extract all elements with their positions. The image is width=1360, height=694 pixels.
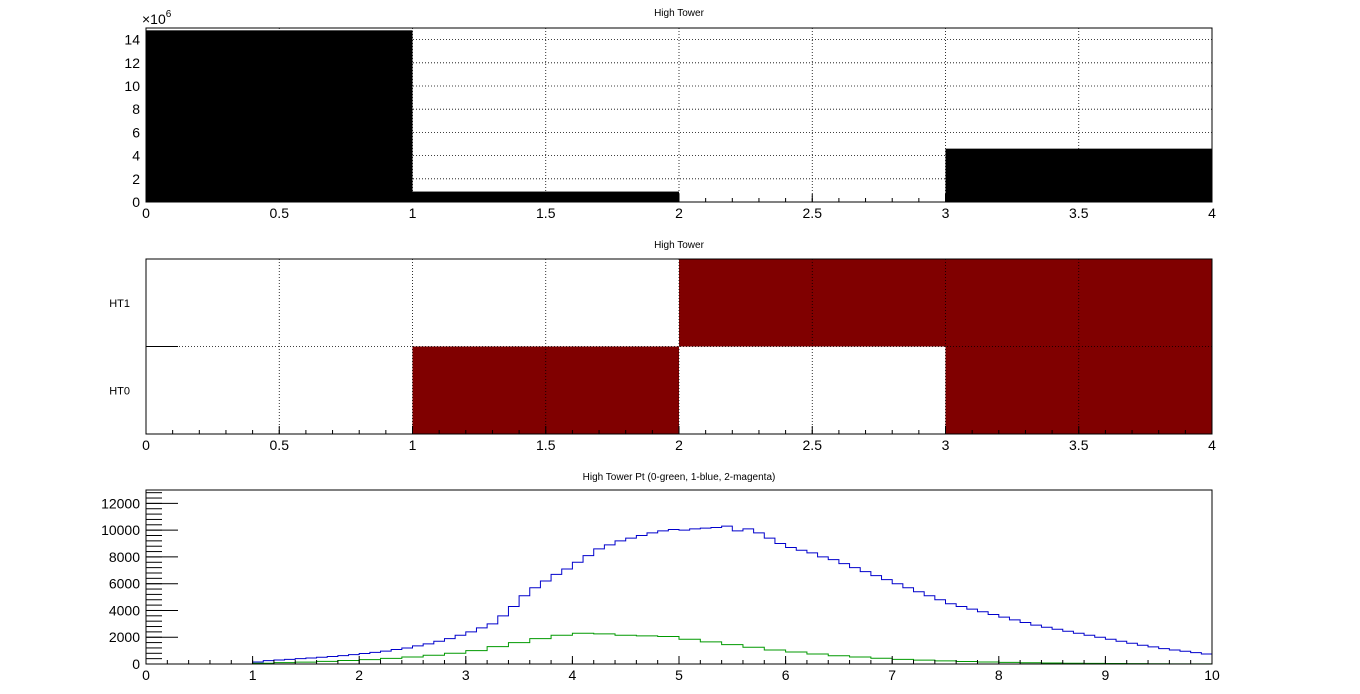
panel-1-bar	[146, 30, 413, 202]
panel-2-x-tick-label: 0.5	[270, 437, 290, 453]
panel-2-x-tick-label: 3.5	[1069, 437, 1089, 453]
panel-2-cell	[945, 259, 1212, 347]
panel-3-x-tick-label: 3	[462, 667, 470, 683]
panel-1-y-tick-label: 2	[132, 171, 140, 187]
panel-2-title: High Tower	[654, 240, 705, 251]
panel-3: High Tower Pt (0-green, 1-blue, 2-magent…	[101, 472, 1220, 683]
panel-2-x-tick-label: 1.5	[536, 437, 556, 453]
panel-3-y-tick-label: 6000	[109, 576, 140, 592]
panel-2-x-tick-label: 0	[142, 437, 150, 453]
panel-2: High Tower 0 0.5 1 1.5 2 2.5 3 3.5 4 HT0 HT1	[109, 240, 1216, 453]
panel-1-bar	[945, 148, 1212, 202]
panel-3-x-tick-label: 8	[995, 667, 1003, 683]
panel-1-x-tick-label: 1.5	[536, 205, 556, 221]
panel-1: High Tower 0 0.5 1 1.5 2 2.5 3 3.5 402468101214 …	[124, 8, 1216, 221]
panel-3-x-tick-label: 9	[1102, 667, 1110, 683]
panel-1-y-tick-label: 10	[124, 78, 140, 94]
panel-2-y-category-label: HT0	[109, 385, 130, 397]
panel-1-y-multiplier: ×106	[142, 9, 172, 27]
panel-1-y-tick-label: 6	[132, 124, 140, 140]
panel-1-y-multiplier-exponent: 6	[166, 9, 172, 20]
panel-1-x-tick-label: 0.5	[270, 205, 290, 221]
panel-1-y-multiplier-base: ×10	[142, 11, 166, 27]
panel-3-y-tick-label: 8000	[109, 549, 140, 565]
panel-1-y-tick-label: 0	[132, 194, 140, 210]
panel-1-x-tick-label: 1	[409, 205, 417, 221]
panel-1-x-tick-label: 4	[1208, 205, 1216, 221]
panel-3-x-tick-label: 1	[249, 667, 257, 683]
panel-1-y-tick-label: 4	[132, 148, 140, 164]
panel-3-x-tick-label: 2	[355, 667, 363, 683]
panel-2-cell	[679, 259, 946, 347]
panel-2-x-tick-label: 4	[1208, 437, 1216, 453]
panel-2-cell	[945, 346, 1212, 434]
panel-3-x-tick-label: 10	[1204, 667, 1220, 683]
panel-1-x-tick-label: 3.5	[1069, 205, 1089, 221]
panel-3-series-line-0	[146, 525, 1212, 665]
panel-2-x-tick-label: 2	[675, 437, 683, 453]
panel-2-y-category-label: HT1	[109, 298, 130, 310]
panel-3-y-tick-label: 12000	[101, 495, 140, 511]
panel-3-y-tick-label: 2000	[109, 629, 140, 645]
panel-1-x-tick-label: 2.5	[803, 205, 823, 221]
panel-3-x-tick-label: 5	[675, 667, 683, 683]
panel-1-y-tick-label: 14	[124, 32, 140, 48]
panel-3-y-tick-label: 4000	[109, 602, 140, 618]
panel-3-x-tick-label: 7	[888, 667, 896, 683]
panel-1-x-tick-label: 2	[675, 205, 683, 221]
panel-3-x-tick-label: 4	[569, 667, 577, 683]
panel-1-y-tick-label: 8	[132, 101, 140, 117]
panel-1-title: High Tower	[654, 8, 705, 19]
panel-2-cell	[412, 346, 679, 434]
panel-3-y-tick-label: 10000	[101, 522, 140, 538]
panel-2-x-tick-label: 3	[942, 437, 950, 453]
panel-2-x-tick-label: 2.5	[803, 437, 823, 453]
panel-3-title: High Tower Pt (0-green, 1-blue, 2-magent…	[583, 472, 776, 483]
panel-2-x-tick-label: 1	[409, 437, 417, 453]
panel-1-y-tick-label: 12	[124, 55, 140, 71]
panel-3-x-tick-label: 6	[782, 667, 790, 683]
panel-3-y-tick-label: 0	[132, 656, 140, 672]
panel-1-x-tick-label: 0	[142, 205, 150, 221]
panel-3-x-tick-label: 0	[142, 667, 150, 683]
panel-1-x-tick-label: 3	[942, 205, 950, 221]
